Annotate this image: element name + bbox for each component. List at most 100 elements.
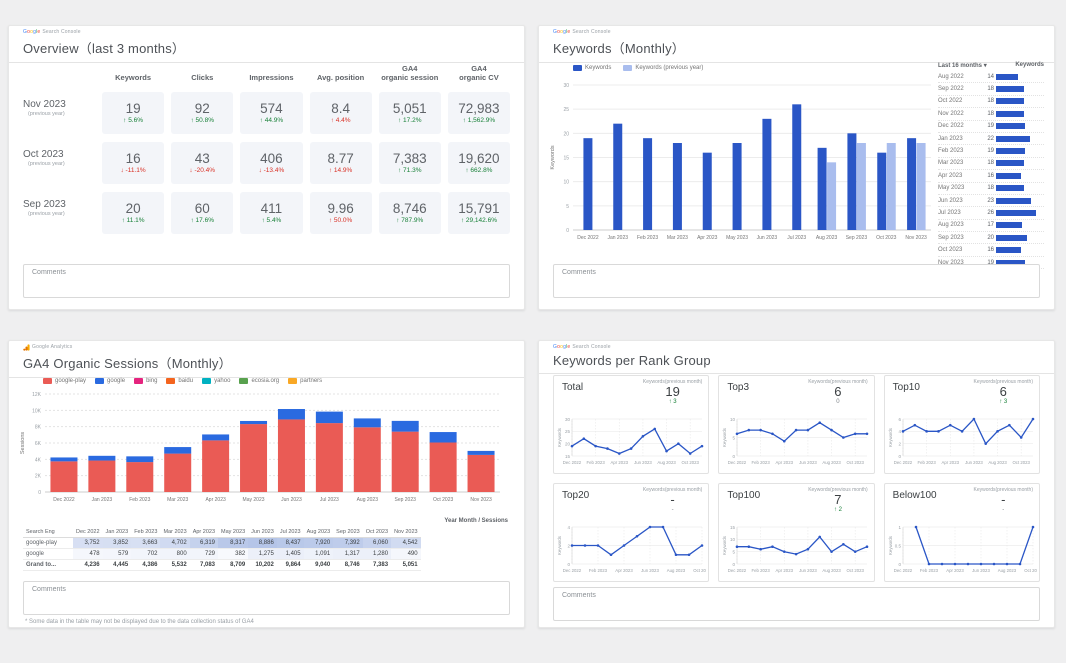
legend-item: bing bbox=[134, 378, 157, 384]
table-cell: 8,886 bbox=[248, 537, 277, 549]
keyword-list-row[interactable]: Sep 2023 20 bbox=[938, 232, 1044, 245]
metric-change: ↑ 71.3% bbox=[397, 167, 422, 174]
panel-header: Google Analytics GA4 Organic Sessions（Mo… bbox=[9, 341, 524, 378]
svg-text:Nov 2023: Nov 2023 bbox=[905, 235, 927, 241]
column-header: GA4 organic session bbox=[381, 64, 439, 82]
table-cell: 3,752 bbox=[73, 537, 103, 549]
table-column-header: Jul 2023 bbox=[276, 527, 304, 538]
sessions-table: Search Eng Dec 2022 Jan 2023 Feb 2023 Mar 20… bbox=[23, 527, 421, 571]
table-cell: 1,405 bbox=[276, 548, 304, 560]
kpi-value: 19 bbox=[665, 384, 680, 399]
svg-text:Keywords: Keywords bbox=[888, 536, 893, 555]
metric-cell: 411 ↑ 5.4% bbox=[240, 192, 303, 234]
table-cell: 5,532 bbox=[160, 559, 190, 571]
rank-sparkline-chart[interactable]: 0 2 4 Dec 2022 Feb 2023 Apr 2023 Jun 2023 Aug 2… bbox=[557, 521, 706, 579]
list-bar bbox=[996, 172, 1021, 179]
table-cell: 1,280 bbox=[362, 548, 392, 560]
list-month: Oct 2022 bbox=[938, 98, 963, 105]
list-bar bbox=[996, 197, 1032, 204]
keyword-list-row[interactable]: Feb 2023 19 bbox=[938, 145, 1044, 158]
keywords-bar-chart[interactable]: 0 5 10 15 20 25 30 Keywords Dec 2022 Jan 2023 Feb … bbox=[547, 75, 937, 253]
svg-text:1: 1 bbox=[898, 525, 901, 530]
comments-box[interactable]: Comments bbox=[553, 264, 1040, 298]
comments-box[interactable]: Comments bbox=[23, 264, 510, 298]
svg-text:Nov 2023: Nov 2023 bbox=[470, 497, 492, 503]
keyword-list-row[interactable]: Aug 2023 17 bbox=[938, 220, 1044, 233]
svg-text:Dec 2022: Dec 2022 bbox=[893, 460, 912, 465]
rank-sparkline-chart[interactable]: 0 5 10 15 Dec 2022 Feb 2023 Apr 2023 Jun 2023 Au… bbox=[722, 521, 871, 579]
rank-sparkline-chart[interactable]: 0 0.5 1 Dec 2022 Feb 2023 Apr 2023 Jun 2023 Aug… bbox=[888, 521, 1037, 579]
keyword-list-row[interactable]: Aug 2022 14 bbox=[938, 71, 1044, 84]
keyword-list-row[interactable]: Apr 2023 16 bbox=[938, 170, 1044, 183]
keyword-list-row[interactable]: Jan 2023 22 bbox=[938, 133, 1044, 146]
list-value: 18 bbox=[987, 98, 994, 105]
metric-cell: 9.96 ↑ 50.0% bbox=[309, 192, 372, 234]
list-value: 16 bbox=[987, 247, 994, 254]
svg-text:Oct 2023: Oct 2023 bbox=[693, 568, 706, 573]
legend-label: yahoo bbox=[214, 378, 231, 384]
svg-text:0: 0 bbox=[898, 562, 901, 567]
row-label: google bbox=[23, 548, 73, 560]
comments-label: Comments bbox=[562, 269, 596, 276]
comments-box[interactable]: Comments bbox=[553, 587, 1040, 621]
keyword-list-row[interactable]: Dec 2022 19 bbox=[938, 121, 1044, 133]
keyword-list-row[interactable]: May 2023 18 bbox=[938, 183, 1044, 195]
svg-text:25: 25 bbox=[565, 429, 571, 434]
metric-change: ↑ 11.1% bbox=[121, 217, 145, 224]
comments-box[interactable]: Comments bbox=[23, 581, 510, 615]
column-header: GA4 organic CV bbox=[459, 64, 499, 82]
google-logo-text: Google bbox=[23, 29, 41, 35]
keyword-list-row[interactable]: Sep 2022 18 bbox=[938, 83, 1044, 96]
legend-swatch bbox=[573, 65, 582, 71]
kpi-change: ↑ 2 bbox=[833, 507, 842, 513]
rank-sparkline-chart[interactable]: 0 5 10 Dec 2022 Feb 2023 Apr 2023 Jun 2023 Aug … bbox=[722, 413, 871, 471]
kpi-change: 0 bbox=[836, 399, 840, 405]
rank-card-kpi: Keywords(previous month) 6 ↑ 3 bbox=[974, 379, 1033, 406]
legend-label: partners bbox=[300, 378, 323, 384]
svg-text:Dec 2022: Dec 2022 bbox=[893, 568, 912, 573]
svg-text:Feb 2023: Feb 2023 bbox=[920, 568, 939, 573]
svg-text:Aug 2023: Aug 2023 bbox=[997, 568, 1016, 573]
svg-text:8K: 8K bbox=[35, 425, 42, 431]
svg-text:Oct 2023: Oct 2023 bbox=[433, 497, 454, 503]
keyword-list-row[interactable]: Jul 2023 26 bbox=[938, 207, 1044, 220]
metric-value: 411 bbox=[260, 201, 283, 216]
ga4-stacked-bar-chart[interactable]: 0 2K 4K 6K 8K 10K 12K Sessions Dec 2022 Jan 2023 F… bbox=[17, 388, 506, 514]
svg-text:10: 10 bbox=[730, 417, 736, 422]
panel-overview: Google Search Console Overview（last 3 mo… bbox=[8, 25, 525, 310]
keyword-list-row[interactable]: Oct 2023 16 bbox=[938, 244, 1044, 257]
table-cell: 7,383 bbox=[362, 559, 392, 571]
svg-text:20: 20 bbox=[563, 131, 569, 137]
keyword-list-row[interactable]: Jun 2023 23 bbox=[938, 195, 1044, 208]
list-value: 18 bbox=[987, 160, 994, 167]
table-cell: 4,386 bbox=[131, 559, 161, 571]
rank-sparkline-chart[interactable]: 15 20 25 30 Dec 2022 Feb 2023 Apr 2023 Jun 2023… bbox=[557, 413, 706, 471]
keyword-list-row[interactable]: Mar 2023 18 bbox=[938, 158, 1044, 171]
rank-sparkline-chart[interactable]: 0 2 4 6 Dec 2022 Feb 2023 Apr 2023 Jun 2023 Aug … bbox=[888, 413, 1037, 471]
svg-text:Jul 2023: Jul 2023 bbox=[787, 235, 806, 241]
google-logo-text: Google bbox=[553, 344, 571, 350]
legend-label: google-play bbox=[55, 378, 87, 384]
rank-card-title: Total bbox=[562, 382, 584, 393]
keyword-list-row[interactable]: Oct 2022 18 bbox=[938, 96, 1044, 109]
svg-text:25: 25 bbox=[563, 107, 569, 113]
rank-card-title: Top3 bbox=[727, 382, 750, 393]
metric-value: 20 bbox=[125, 201, 141, 216]
list-period-dropdown[interactable]: Last 16 months ▾ bbox=[938, 63, 987, 69]
list-month: Apr 2023 bbox=[938, 172, 963, 179]
column-header: Clicks bbox=[191, 73, 214, 82]
svg-text:Aug 2023: Aug 2023 bbox=[823, 460, 842, 465]
comments-label: Comments bbox=[32, 586, 66, 593]
table-cell: 702 bbox=[131, 548, 161, 560]
list-value: 18 bbox=[987, 110, 994, 117]
svg-text:Aug 2023: Aug 2023 bbox=[667, 568, 686, 573]
list-metric-header: Keywords bbox=[1015, 62, 1044, 68]
panel-title: GA4 Organic Sessions（Monthly） bbox=[23, 356, 232, 371]
svg-text:May 2023: May 2023 bbox=[726, 235, 748, 241]
comments-label: Comments bbox=[562, 592, 596, 599]
keywords-month-list: Last 16 months ▾ Keywords Aug 2022 14 Sep … bbox=[938, 62, 1044, 270]
table-cell: 490 bbox=[391, 548, 421, 560]
table-cell: 8,709 bbox=[218, 559, 249, 571]
table-cell: 5,051 bbox=[391, 559, 421, 571]
keyword-list-row[interactable]: Nov 2022 18 bbox=[938, 108, 1044, 121]
